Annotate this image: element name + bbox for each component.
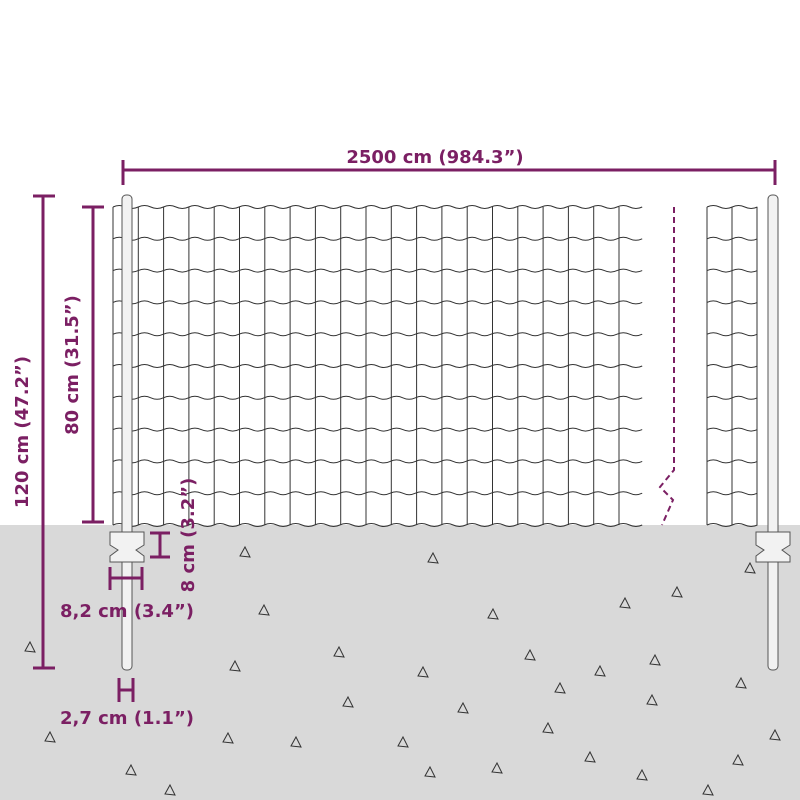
pebble — [44, 730, 56, 743]
pebble — [417, 665, 429, 678]
pebble — [258, 603, 270, 616]
pebble — [342, 695, 354, 708]
pebble — [427, 551, 439, 564]
pebble — [744, 561, 756, 574]
horizontal-wire — [112, 205, 643, 209]
horizontal-wire — [112, 300, 643, 305]
pebble — [290, 735, 302, 748]
pebble — [732, 753, 744, 766]
pebble — [702, 783, 714, 796]
pebble — [24, 640, 36, 653]
total-height-label: 120 cm (47.2”) — [12, 356, 33, 508]
horizontal-wire — [112, 523, 643, 527]
pebble — [769, 728, 781, 741]
pebble — [222, 731, 234, 744]
horizontal-wire — [112, 364, 643, 368]
post-diameter-label: 2,7 cm (1.1”) — [60, 708, 194, 729]
pebble — [584, 750, 596, 763]
fence-height-label: 80 cm (31.5”) — [62, 295, 83, 435]
pebble — [649, 653, 661, 666]
horizontal-wire — [112, 268, 643, 273]
pebble — [491, 761, 503, 774]
pebble — [397, 735, 409, 748]
pebble — [125, 763, 137, 776]
horizontal-wire — [112, 332, 643, 337]
left-post — [109, 194, 145, 671]
ground-texture — [24, 545, 781, 796]
horizontal-wire — [112, 427, 643, 432]
fence-mesh — [112, 205, 758, 527]
pebble — [164, 783, 176, 796]
pebble — [229, 659, 241, 672]
clip-height-label: 8 cm (3.2”) — [178, 478, 199, 593]
break-line — [658, 207, 675, 526]
right-post — [755, 194, 791, 671]
horizontal-wire — [112, 395, 643, 400]
clip-width-label: 8,2 cm (3.4”) — [60, 601, 194, 622]
pebble — [542, 721, 554, 734]
pebble — [646, 693, 658, 706]
pebble — [487, 607, 499, 620]
pebble — [524, 648, 536, 661]
ground — [0, 525, 800, 800]
horizontal-wire — [112, 459, 643, 464]
pebble — [333, 645, 345, 658]
pebble — [457, 701, 469, 714]
pebble — [619, 596, 631, 609]
pebble — [239, 545, 251, 558]
width-label: 2500 cm (984.3”) — [346, 147, 523, 168]
dimension-lines — [33, 160, 777, 702]
pebble — [636, 768, 648, 781]
horizontal-wire — [112, 236, 643, 241]
pebble — [594, 664, 606, 677]
horizontal-wire — [112, 491, 643, 496]
pebble — [554, 681, 566, 694]
pebble — [735, 676, 747, 689]
pebble — [671, 585, 683, 598]
pebble — [424, 765, 436, 778]
